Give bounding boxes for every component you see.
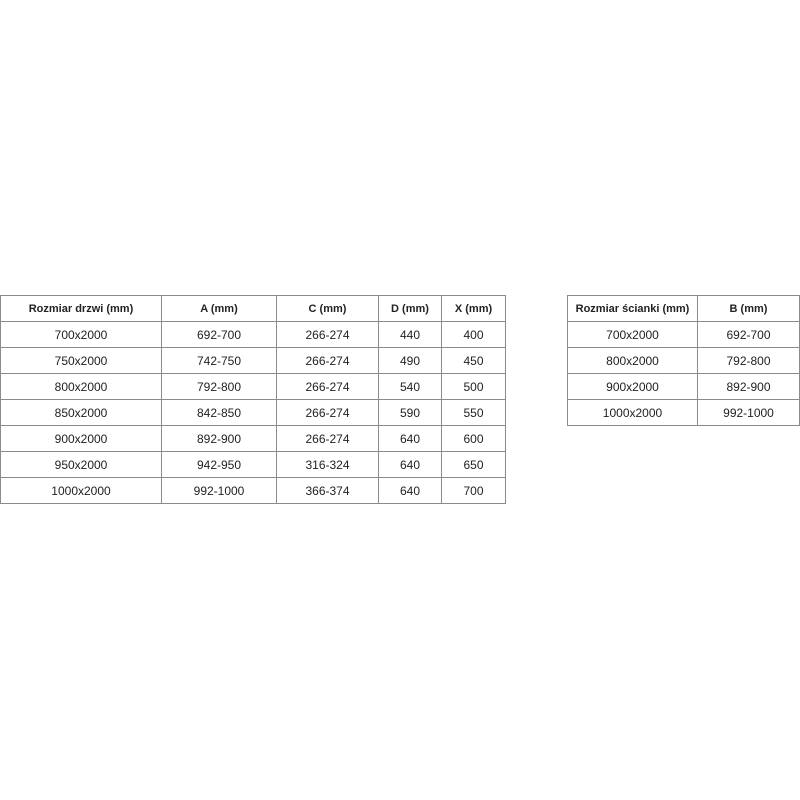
table-cell: 540 (378, 373, 442, 400)
wall-size-table: Rozmiar ścianki (mm) B (mm) 700x2000 692-7… (567, 295, 800, 426)
table-cell: 1000x2000 (567, 399, 698, 426)
table-cell: 750x2000 (0, 347, 162, 374)
table-cell: 942-950 (161, 451, 277, 478)
table-row: 850x2000 842-850 266-274 590 550 (0, 399, 506, 426)
table-cell: 742-750 (161, 347, 277, 374)
table-cell: 992-1000 (697, 399, 800, 426)
column-header: D (mm) (378, 295, 442, 322)
table-row: 1000x2000 992-1000 (567, 399, 800, 426)
table-row: 700x2000 692-700 266-274 440 400 (0, 321, 506, 348)
column-header: B (mm) (697, 295, 800, 322)
table-cell: 366-374 (276, 477, 379, 504)
column-header: Rozmiar ścianki (mm) (567, 295, 698, 322)
table-cell: 700x2000 (567, 321, 698, 348)
table-row: 900x2000 892-900 266-274 640 600 (0, 425, 506, 452)
table-row: 800x2000 792-800 (567, 347, 800, 374)
table-cell: 640 (378, 425, 442, 452)
table-cell: 892-900 (697, 373, 800, 400)
table-cell: 792-800 (161, 373, 277, 400)
table-cell: 590 (378, 399, 442, 426)
table-cell: 800x2000 (0, 373, 162, 400)
table-row: 800x2000 792-800 266-274 540 500 (0, 373, 506, 400)
table-cell: 692-700 (161, 321, 277, 348)
door-size-table: Rozmiar drzwi (mm) A (mm) C (mm) D (mm) X (m… (0, 295, 506, 504)
column-header: X (mm) (441, 295, 506, 322)
table-cell: 600 (441, 425, 506, 452)
table-cell: 842-850 (161, 399, 277, 426)
table-cell: 700x2000 (0, 321, 162, 348)
table-cell: 792-800 (697, 347, 800, 374)
table-cell: 266-274 (276, 321, 379, 348)
table-cell: 440 (378, 321, 442, 348)
table-cell: 692-700 (697, 321, 800, 348)
table-cell: 550 (441, 399, 506, 426)
table-cell: 900x2000 (567, 373, 698, 400)
table-header-row: Rozmiar drzwi (mm) A (mm) C (mm) D (mm) X (m… (0, 295, 506, 322)
table-cell: 1000x2000 (0, 477, 162, 504)
column-header: Rozmiar drzwi (mm) (0, 295, 162, 322)
table-cell: 266-274 (276, 373, 379, 400)
table-cell: 266-274 (276, 347, 379, 374)
table-row: 1000x2000 992-1000 366-374 640 700 (0, 477, 506, 504)
table-row: 950x2000 942-950 316-324 640 650 (0, 451, 506, 478)
table-cell: 640 (378, 451, 442, 478)
table-cell: 500 (441, 373, 506, 400)
table-cell: 900x2000 (0, 425, 162, 452)
table-header-row: Rozmiar ścianki (mm) B (mm) (567, 295, 800, 322)
column-header: C (mm) (276, 295, 379, 322)
table-cell: 640 (378, 477, 442, 504)
table-cell: 850x2000 (0, 399, 162, 426)
table-cell: 490 (378, 347, 442, 374)
table-cell: 950x2000 (0, 451, 162, 478)
table-cell: 266-274 (276, 425, 379, 452)
table-cell: 650 (441, 451, 506, 478)
table-cell: 450 (441, 347, 506, 374)
table-row: 700x2000 692-700 (567, 321, 800, 348)
table-cell: 992-1000 (161, 477, 277, 504)
table-cell: 700 (441, 477, 506, 504)
table-cell: 400 (441, 321, 506, 348)
table-row: 750x2000 742-750 266-274 490 450 (0, 347, 506, 374)
table-cell: 892-900 (161, 425, 277, 452)
table-cell: 316-324 (276, 451, 379, 478)
table-cell: 266-274 (276, 399, 379, 426)
table-cell: 800x2000 (567, 347, 698, 374)
table-row: 900x2000 892-900 (567, 373, 800, 400)
column-header: A (mm) (161, 295, 277, 322)
